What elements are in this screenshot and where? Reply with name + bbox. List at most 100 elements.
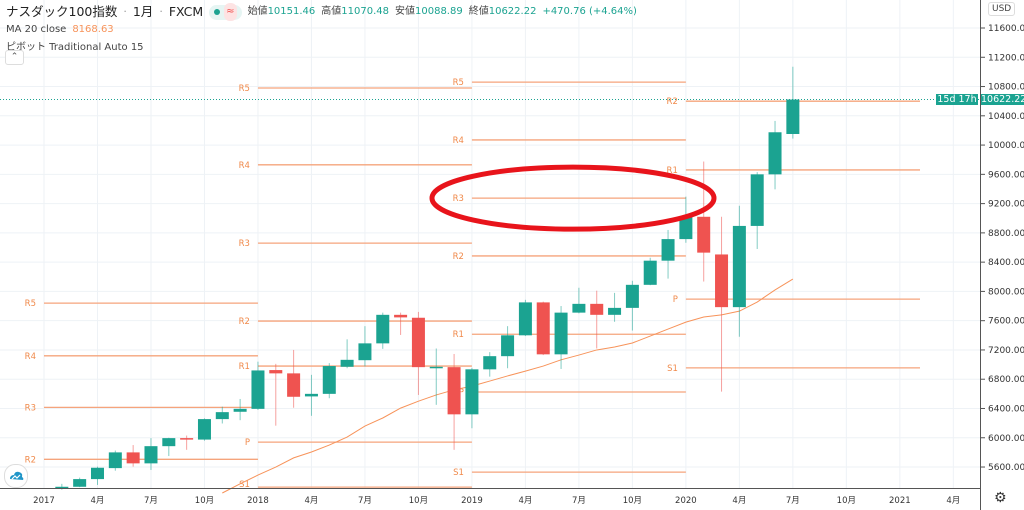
open-label: 始値 [247, 6, 268, 17]
pivot-label-r2: R2 [667, 97, 678, 107]
price-tick-label: 9200.00 [988, 200, 1024, 210]
candle [786, 66, 800, 139]
candle-body [643, 260, 657, 285]
collapse-legend-button[interactable]: ⌃ [5, 50, 24, 65]
grid [0, 0, 980, 488]
candle [411, 311, 425, 395]
candle-body [590, 303, 604, 315]
candle-body [661, 239, 675, 261]
pivot-label-r4: R4 [453, 136, 464, 146]
change-value: +470.76 (+4.64%) [542, 6, 637, 17]
candle-body [251, 370, 265, 409]
candle-body [501, 335, 515, 357]
market-status-badge[interactable]: ≈ [209, 3, 242, 21]
candle-body [55, 486, 69, 489]
candle [162, 437, 176, 457]
time-tick-label: 7月 [786, 496, 800, 506]
highlight-ellipse [429, 164, 717, 232]
pivot-indicator-label[interactable]: ピボット Traditional Auto 15 [6, 42, 144, 53]
candle-body [340, 359, 354, 367]
candle-body [750, 174, 764, 226]
pivot-label-s1: S1 [239, 480, 250, 490]
candle-body [732, 225, 746, 308]
pivot-label-r1: R1 [239, 362, 250, 372]
candle-body [608, 307, 622, 315]
candle [215, 406, 229, 424]
pivot-label-r1: R1 [667, 166, 678, 176]
candle [518, 299, 532, 337]
candle-body [162, 438, 176, 447]
candle-body [358, 343, 372, 361]
interval[interactable]: 1月 [132, 4, 154, 19]
candle [73, 477, 87, 488]
source: FXCM [168, 4, 204, 19]
high-label: 高値 [321, 6, 342, 17]
candle-body [73, 479, 87, 487]
candle-body [429, 366, 443, 369]
tradingview-logo[interactable] [4, 464, 28, 488]
legend: ナスダック100指数 · 1月 · FXCM ≈ 始値10151.46 高値11… [6, 3, 637, 57]
currency-label[interactable]: USD [988, 2, 1016, 16]
candle [501, 326, 515, 369]
candle [394, 312, 408, 335]
countdown-tag: 15d 17h [936, 94, 978, 105]
time-tick-label: 2017 [33, 496, 55, 506]
candle [304, 374, 318, 416]
ma-indicator-label[interactable]: MA 20 close [6, 24, 67, 35]
candle-body [180, 438, 194, 440]
time-tick-label: 4月 [304, 496, 318, 506]
high-value: 11070.48 [341, 6, 389, 17]
ma-line [222, 278, 794, 494]
time-tick-label: 2019 [461, 496, 483, 506]
candle [376, 312, 390, 349]
candle [251, 361, 265, 410]
pivot-label-r3: R3 [25, 403, 36, 413]
pivot-label-s1: S1 [453, 468, 464, 478]
time-tick-label: 10月 [837, 496, 856, 506]
time-tick-label: 4月 [732, 496, 746, 506]
price-tick-label: 6800.00 [988, 375, 1024, 385]
pivot-label-r4: R4 [25, 352, 36, 362]
pivot-label-p: P [459, 388, 464, 398]
price-tick-label: 6000.00 [988, 434, 1024, 444]
pivot-label-r2: R2 [239, 317, 250, 327]
time-tick-label: 2020 [675, 496, 697, 506]
candle-body [287, 373, 301, 397]
time-tick-label: 4月 [946, 496, 960, 506]
candle [90, 466, 104, 485]
symbol-title[interactable]: ナスダック100指数 [6, 4, 118, 19]
candle [126, 445, 140, 467]
candle-body [197, 419, 211, 440]
price-tick-label: 11600.00 [988, 24, 1024, 34]
time-tick-label: 4月 [518, 496, 532, 506]
settings-gear-icon[interactable]: ⚙ [994, 490, 1007, 506]
candle [269, 363, 283, 426]
wave-icon: ≈ [224, 3, 237, 21]
candle-body [554, 312, 568, 355]
pivot-label-r5: R5 [453, 78, 464, 88]
candle-body [465, 369, 479, 415]
low-value: 10088.89 [415, 6, 463, 17]
candle [287, 349, 301, 408]
time-tick-label: 10月 [623, 496, 642, 506]
candle [340, 339, 354, 369]
candle-body [233, 408, 247, 412]
pivot-label-r3: R3 [453, 194, 464, 204]
close-value: 10622.22 [488, 6, 537, 17]
open-value: 10151.46 [267, 6, 316, 17]
candle-body [108, 452, 122, 469]
candle [697, 161, 711, 282]
candle [465, 367, 479, 429]
candle-body [447, 367, 461, 415]
pivot-label-s1: S1 [667, 364, 678, 374]
ma-indicator-value: 8168.63 [72, 24, 114, 35]
candle-body [715, 254, 729, 308]
price-tick-label: 7600.00 [988, 317, 1024, 327]
candle [180, 435, 194, 450]
price-tick-label: 9600.00 [988, 170, 1024, 180]
candle-body [322, 366, 336, 394]
last-price-tag: 10622.22 [981, 94, 1024, 105]
pivot-label-r5: R5 [25, 299, 36, 309]
